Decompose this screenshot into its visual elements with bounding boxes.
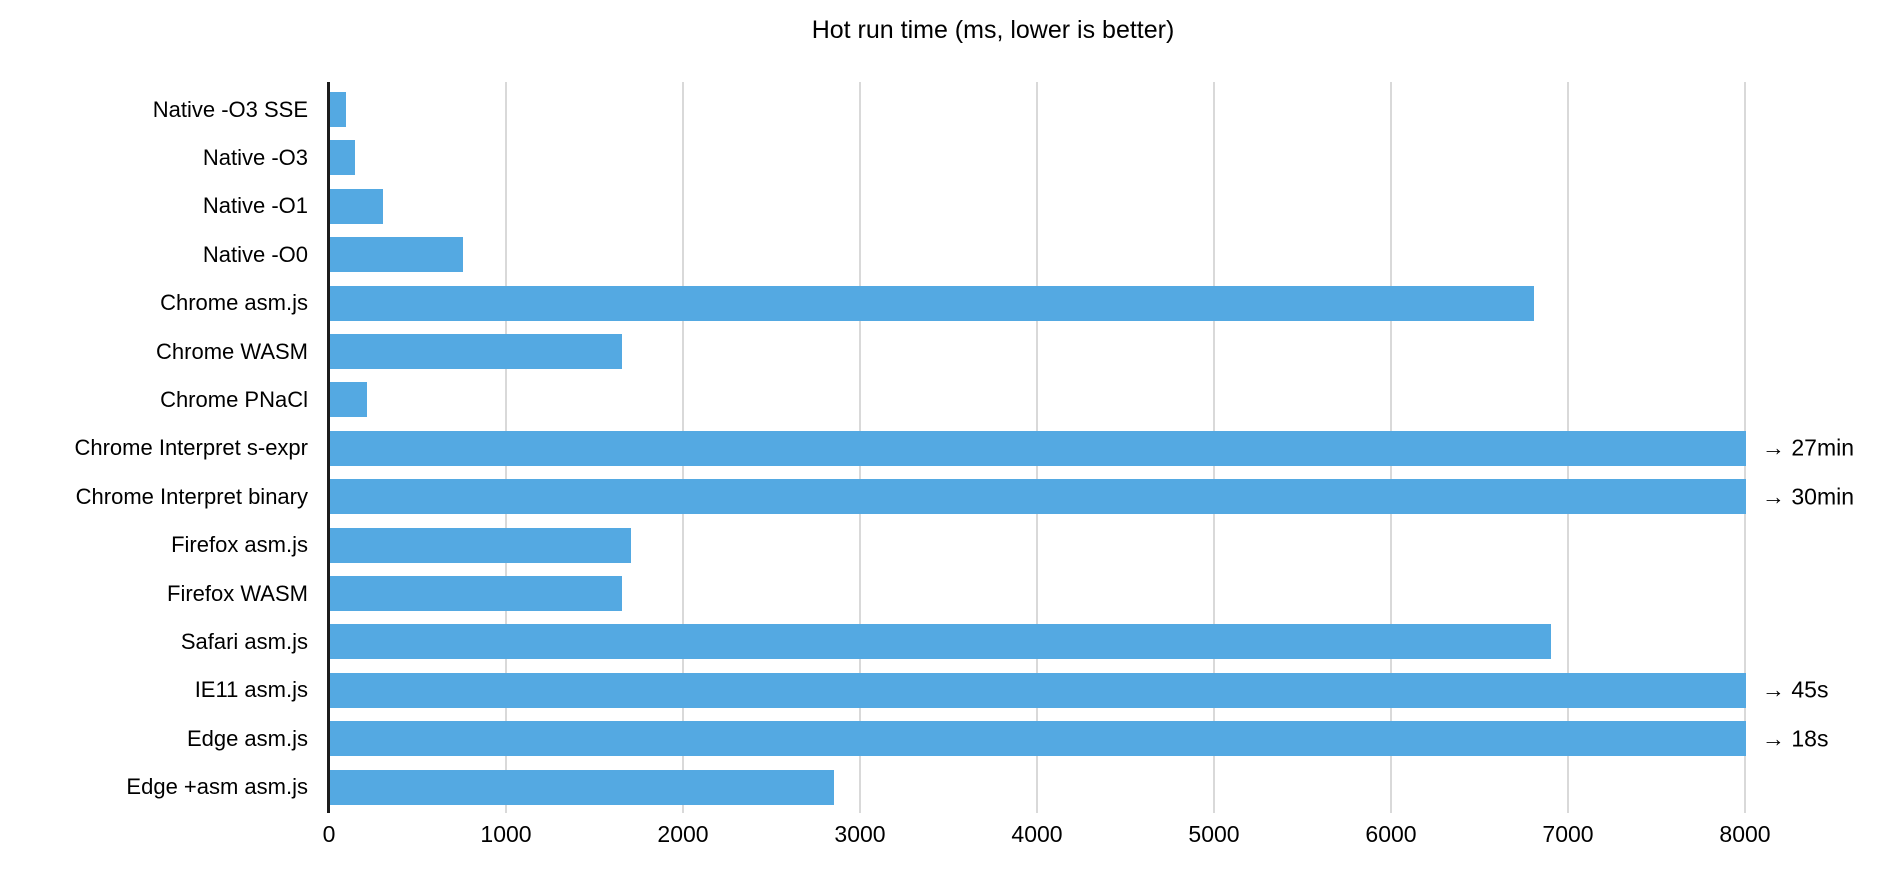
category-label: Firefox WASM [167,580,308,606]
x-tick-label: 3000 [834,821,886,847]
bar [330,527,631,563]
overflow-annotation: → 45s [1762,676,1829,703]
bar [330,769,835,805]
category-label: Chrome WASM [156,338,308,364]
category-label: Firefox asm.js [171,532,308,558]
category-label: Native -O3 [202,144,308,170]
x-tick-label: 0 [322,821,336,847]
bar [330,285,1534,321]
overflow-annotation: → 30min [1762,483,1855,510]
bar [330,672,1746,708]
category-label: Native -O0 [202,241,308,267]
category-label: Edge asm.js [186,725,308,751]
bar [330,237,463,273]
x-tick-label: 2000 [657,821,709,847]
category-label: Chrome Interpret binary [75,483,308,509]
category-label: Edge +asm asm.js [126,774,308,800]
y-axis-line [327,82,330,813]
bar [330,430,1746,466]
bar [330,188,384,224]
overflow-annotation: → 27min [1762,434,1855,461]
bar [330,382,368,418]
chart-title: Hot run time (ms, lower is better) [811,16,1175,44]
bar [330,140,355,176]
category-label: Chrome PNaCl [160,386,308,412]
bar [330,576,623,611]
bar [330,624,1552,660]
category-label: Chrome Interpret s-expr [74,435,308,461]
bar [330,479,1746,515]
category-label: Chrome asm.js [160,290,308,316]
bar [330,721,1746,757]
x-tick-label: 4000 [1011,821,1063,847]
bar [330,334,623,369]
bar [330,92,346,127]
category-label: Safari asm.js [180,628,308,654]
overflow-annotation: → 18s [1762,725,1829,752]
x-tick-label: 6000 [1365,821,1417,847]
x-tick-label: 1000 [480,821,532,847]
x-tick-label: 5000 [1188,821,1240,847]
category-label: Native -O1 [202,193,308,219]
x-tick-label: 8000 [1719,821,1771,847]
category-label: Native -O3 SSE [152,96,308,122]
x-tick-label: 7000 [1542,821,1594,847]
category-label: IE11 asm.js [194,677,308,703]
